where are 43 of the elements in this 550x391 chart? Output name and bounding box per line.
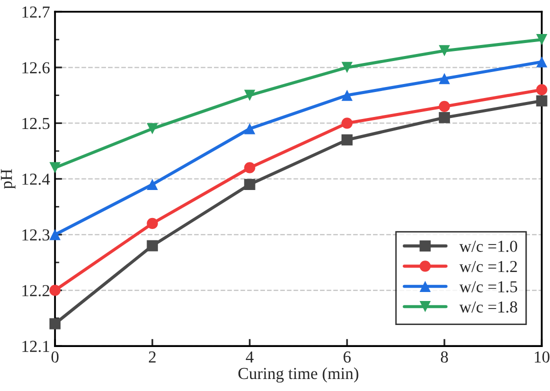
legend-label: w/c =1.2 (459, 260, 517, 272)
x-tick-label: 0 (51, 351, 59, 363)
x-tick-label: 8 (440, 351, 448, 363)
point (49, 162, 61, 174)
y-axis-title: pH (0, 169, 16, 189)
y-tick-label: 12.7 (22, 6, 50, 18)
point (49, 318, 61, 330)
point (341, 62, 353, 74)
point (146, 240, 158, 252)
y-tick-label: 12.1 (22, 340, 50, 352)
x-tick-label: 10 (534, 351, 550, 363)
point (244, 90, 256, 101)
y-tick-label: 12.6 (22, 62, 50, 74)
point (536, 95, 548, 106)
point (438, 100, 450, 112)
x-axis-title: Curing time (min) (238, 367, 358, 383)
point (49, 229, 61, 240)
point (341, 134, 353, 146)
legend-label: w/c =1.8 (459, 301, 518, 313)
point (536, 56, 548, 68)
x-tick-label: 4 (246, 351, 254, 362)
point (536, 34, 548, 46)
y-tick-label: 12.3 (22, 229, 50, 241)
y-tick-label: 12.2 (22, 285, 50, 296)
point (438, 73, 450, 84)
point (438, 45, 450, 56)
x-tick-label: 6 (344, 351, 351, 363)
point (438, 112, 450, 124)
point (244, 178, 256, 190)
x-tick-label: 2 (148, 351, 156, 362)
point (49, 284, 61, 296)
point (146, 218, 158, 230)
y-tick-label: 12.5 (22, 118, 50, 130)
legend-label: w/c =1.0 (459, 240, 518, 252)
legend-label: w/c =1.5 (459, 281, 518, 292)
point (536, 84, 548, 96)
point (341, 90, 353, 101)
point (244, 123, 256, 134)
point (341, 118, 353, 129)
y-tick-label: 12.4 (22, 174, 50, 185)
point (146, 178, 158, 190)
point (244, 162, 256, 174)
point (146, 123, 158, 134)
